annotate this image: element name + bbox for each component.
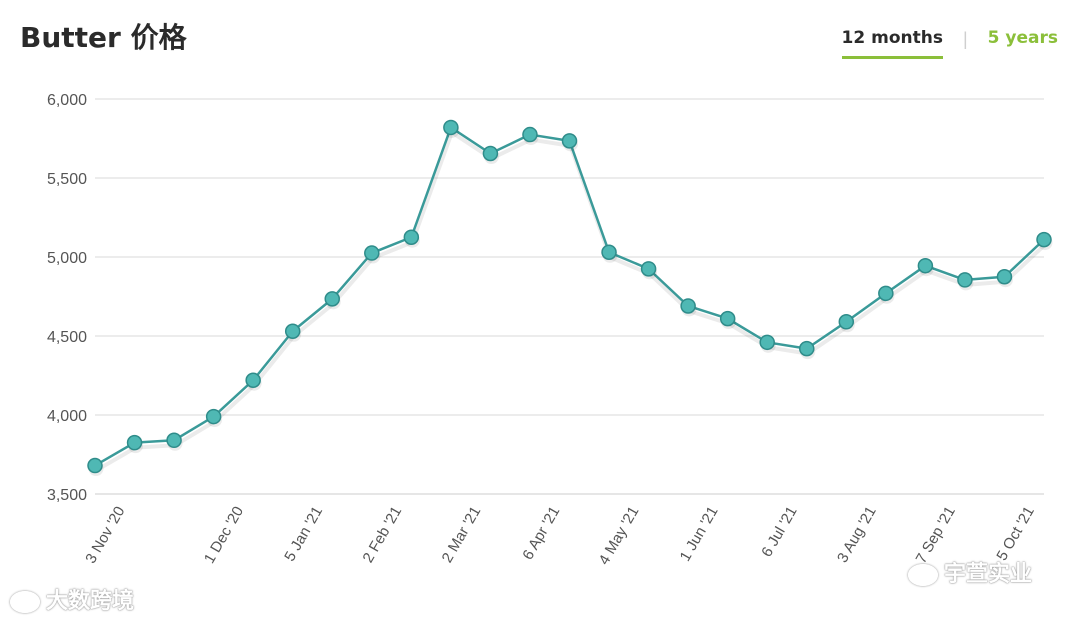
data-point	[284, 323, 301, 340]
x-tick-label: 1 Jun '21	[677, 504, 722, 565]
range-tabs: 12 months | 5 years	[841, 28, 1058, 59]
tab-5-years[interactable]: 5 years	[987, 28, 1058, 48]
data-point	[917, 257, 934, 274]
tab-separator: |	[962, 29, 968, 49]
data-point	[1036, 231, 1052, 248]
data-point	[640, 261, 657, 277]
data-point	[996, 269, 1013, 285]
x-tick-label: 2 Feb '21	[359, 504, 405, 566]
data-point	[364, 245, 380, 261]
x-tick-label: 1 Dec '20	[201, 504, 247, 567]
x-tick-label: 3 Nov '20	[82, 504, 128, 567]
data-point	[87, 457, 103, 474]
data-point	[482, 145, 499, 162]
data-point	[205, 408, 222, 425]
data-point	[838, 314, 855, 330]
watermark-left: 大数跨境	[10, 583, 134, 615]
data-point	[601, 244, 617, 261]
data-point	[443, 119, 459, 136]
x-tick-label: 5 Jan '21	[281, 504, 326, 565]
chart-title: Butter 价格	[20, 21, 187, 54]
data-point	[403, 229, 420, 245]
data-point	[561, 133, 578, 149]
y-tick-label: 6,000	[47, 92, 87, 109]
data-point	[957, 272, 973, 288]
y-tick-label: 4,000	[47, 408, 87, 425]
data-point	[126, 434, 143, 451]
data-point	[245, 372, 261, 388]
x-tick-label: 3 Aug '21	[834, 504, 880, 566]
y-tick-label: 3,500	[47, 487, 87, 504]
x-tick-label: 2 Mar '21	[439, 504, 485, 566]
y-tick-label: 5,000	[47, 250, 87, 267]
series-line-shadow	[94, 130, 1047, 473]
data-point	[759, 334, 775, 351]
tab-12-months[interactable]: 12 months	[841, 28, 943, 59]
data-point	[166, 432, 182, 449]
y-tick-label: 5,500	[47, 171, 87, 188]
x-tick-label: 6 Jul '21	[758, 504, 800, 560]
data-point	[878, 285, 894, 302]
x-tick-label: 5 Oct '21	[993, 504, 1038, 564]
x-tick-label: 4 May '21	[595, 504, 642, 568]
data-point	[522, 126, 538, 143]
watermark-right: 宇萱实业	[908, 556, 1032, 588]
data-point	[680, 298, 696, 314]
data-point	[719, 310, 736, 327]
y-tick-label: 4,500	[47, 329, 87, 346]
data-point	[324, 291, 340, 307]
watermark-logo-icon	[10, 591, 40, 613]
data-point	[799, 340, 815, 357]
x-tick-label: 6 Apr '21	[519, 504, 563, 563]
wechat-logo-icon	[908, 564, 938, 586]
